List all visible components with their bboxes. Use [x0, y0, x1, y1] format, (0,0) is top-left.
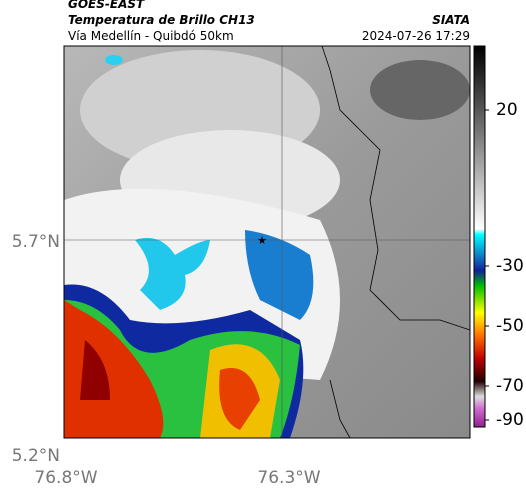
lon-tick-label: 76.3°W [257, 468, 320, 488]
colorbar-tick-label: -90 [496, 410, 524, 430]
colorbar-tick-label: -70 [496, 376, 524, 396]
svg-text:★: ★ [257, 234, 267, 247]
datetime: 2024-07-26 17:29 [362, 29, 470, 43]
satellite-image: ★ [64, 46, 470, 438]
region: Vía Medellín - Quibdó 50km [68, 29, 234, 43]
colorbar-tick-label: -50 [496, 316, 524, 336]
colorbar [473, 45, 486, 428]
colorbar-tick-label: 20 [496, 100, 518, 120]
lon-tick-label: 76.8°W [34, 468, 97, 488]
lat-tick-label: 5.2°N [12, 446, 60, 466]
lat-tick-label: 5.7°N [12, 232, 60, 252]
source: SIATA [432, 13, 470, 27]
satellite: GOES-EAST [68, 0, 145, 11]
product: Temperatura de Brillo CH13 [68, 13, 255, 27]
colorbar-tick-label: -30 [496, 256, 524, 276]
map-frame [63, 45, 471, 439]
